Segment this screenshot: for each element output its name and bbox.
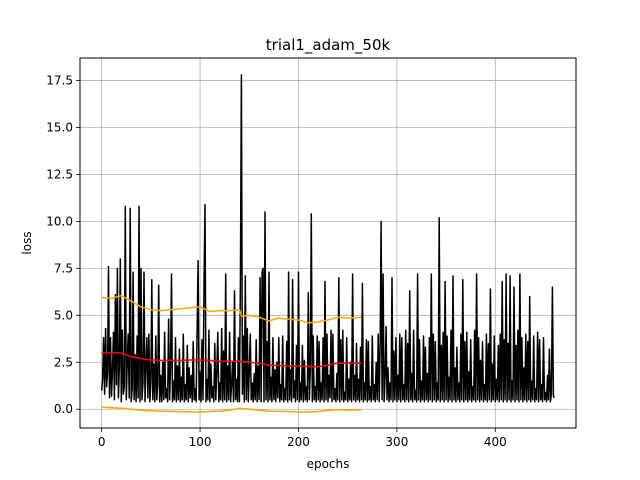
x-tick-label: 100 [189, 435, 212, 449]
x-tick-label: 200 [287, 435, 310, 449]
y-tick-label: 5.0 [54, 308, 73, 322]
grid [80, 58, 576, 428]
chart-title: trial1_adam_50k [266, 36, 391, 55]
x-tick-label: 400 [484, 435, 507, 449]
ticks: 0 100 200 300 400 0.0 2.5 5.0 7.5 10.0 12.5 15.0 17.… [46, 74, 506, 449]
series-layer [100, 74, 555, 413]
y-tick-label: 15.0 [46, 120, 73, 134]
y-tick-label: 17.5 [46, 74, 73, 88]
upper-band-line [101, 294, 362, 324]
x-axis-label: epochs [307, 457, 350, 471]
y-tick-label: 7.5 [54, 261, 73, 275]
y-tick-label: 10.0 [46, 214, 73, 228]
y-tick-label: 2.5 [54, 355, 73, 369]
x-tick-label: 0 [98, 435, 106, 449]
y-tick-label: 12.5 [46, 167, 73, 181]
loss-series-line [100, 74, 555, 403]
plot-frame [79, 57, 577, 429]
mean-line [101, 352, 362, 368]
lower-band-line [101, 406, 362, 413]
x-tick-label: 300 [385, 435, 408, 449]
y-tick-label: 0.0 [54, 402, 73, 416]
y-axis-label: loss [20, 231, 34, 254]
